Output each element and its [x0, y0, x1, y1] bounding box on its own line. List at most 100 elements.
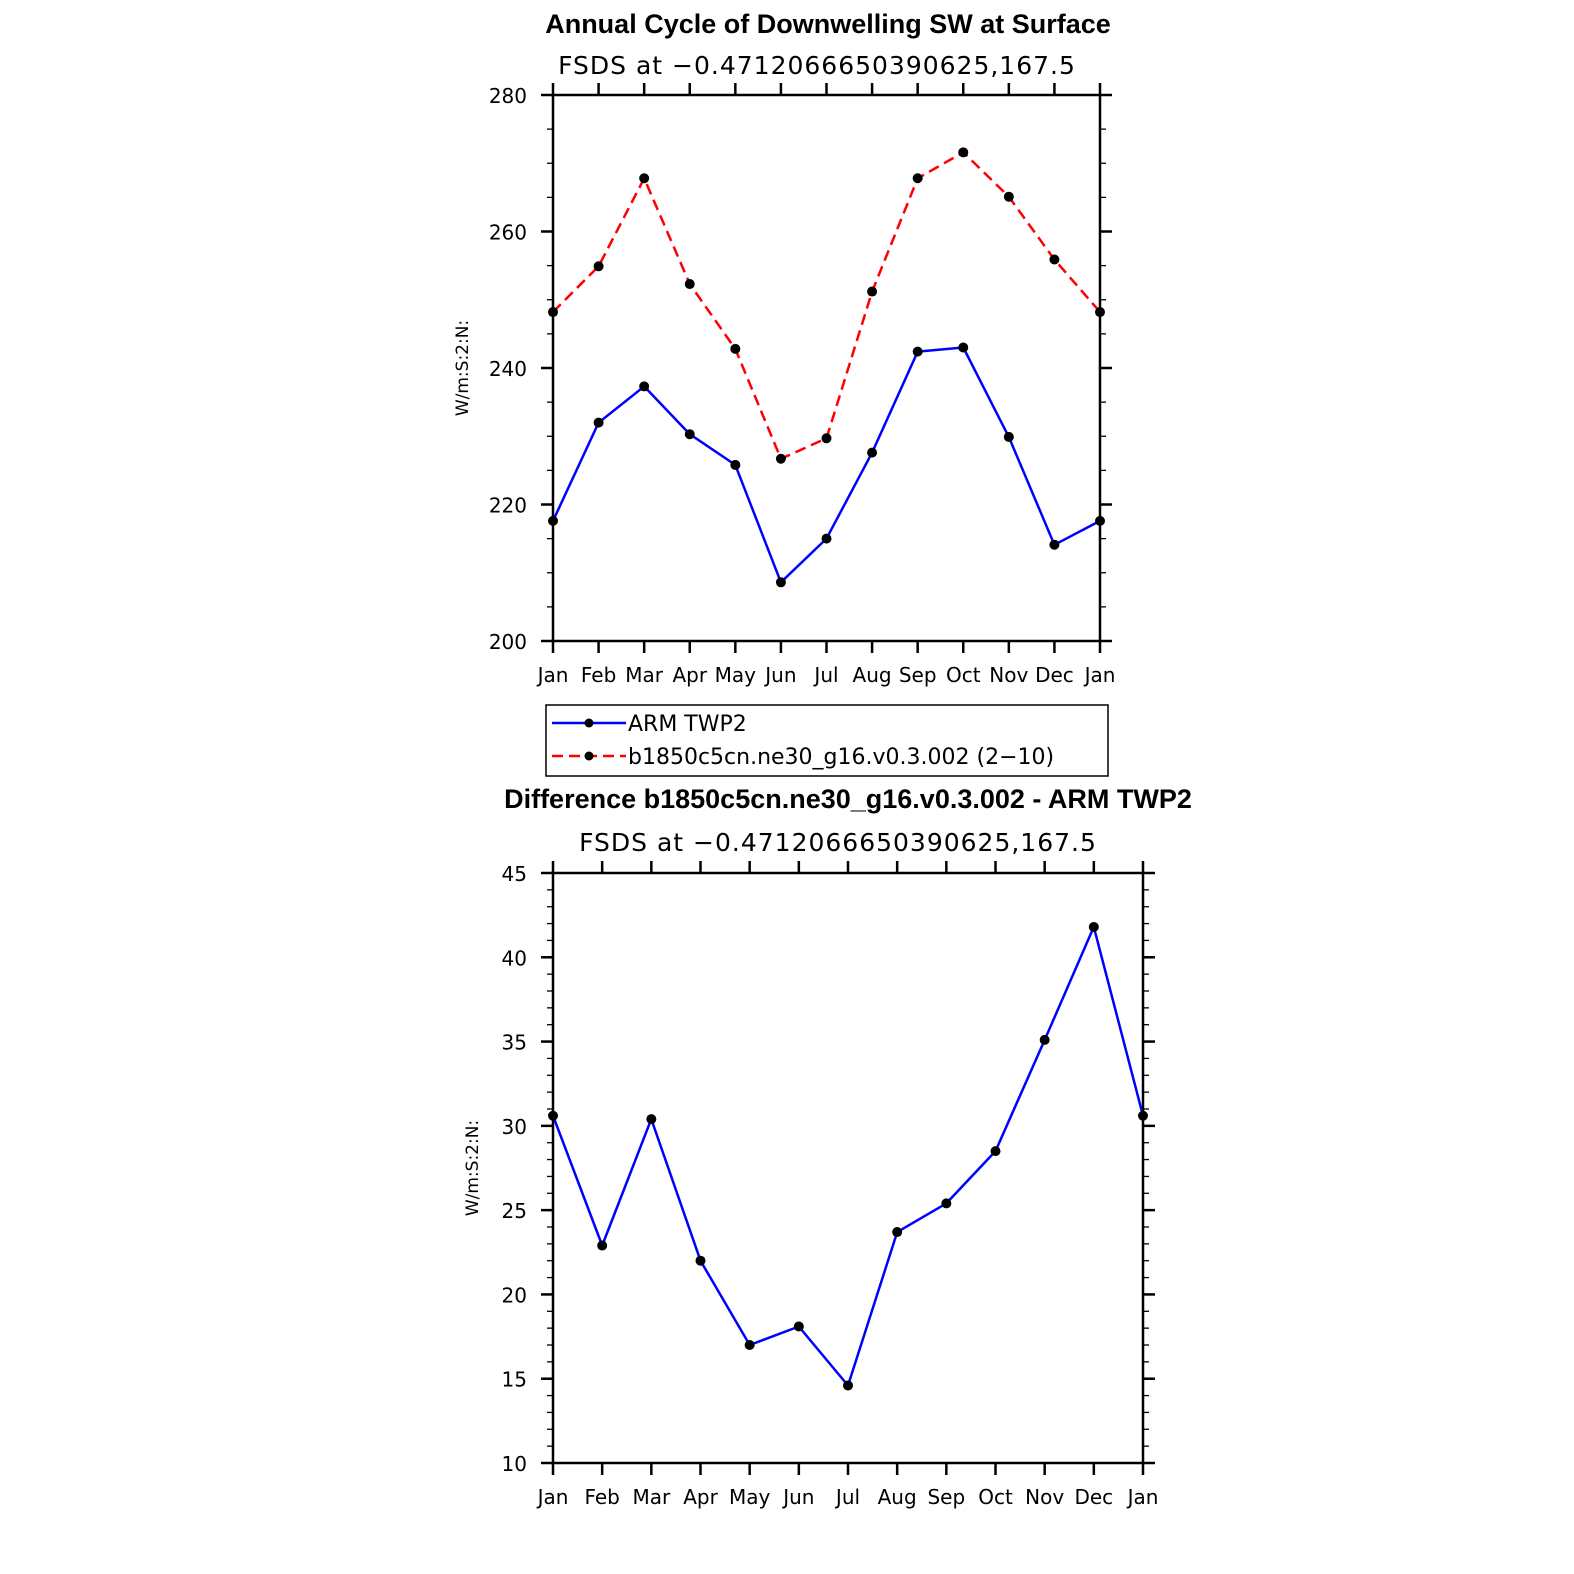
data-point: [892, 1227, 903, 1238]
x-tick-label: Jan: [536, 1485, 569, 1509]
legend-box: [545, 704, 1109, 777]
y-tick-label: 200: [489, 630, 527, 654]
data-point: [1095, 515, 1105, 526]
data-point: [639, 173, 650, 184]
x-tick-label: Jan: [1126, 1485, 1159, 1509]
legend-entry-arm-twp2: ARM TWP2: [552, 712, 747, 737]
data-point: [646, 1114, 657, 1125]
top-chart-title: Annual Cycle of Downwelling SW at Surfac…: [545, 9, 1111, 39]
y-tick-label: 220: [489, 494, 527, 518]
y-tick-label: 45: [502, 862, 527, 886]
data-point: [775, 577, 786, 588]
series-line-0: [551, 346, 1101, 584]
x-tick-label: Nov: [989, 663, 1028, 687]
y-tick-label: 280: [489, 84, 527, 108]
y-tick-label: 35: [502, 1031, 527, 1055]
data-point: [867, 286, 878, 297]
data-point: [730, 343, 741, 354]
data-point: [775, 453, 786, 464]
data-point: [941, 1198, 952, 1209]
y-axis-label: W/m:S:2:N:: [463, 1120, 483, 1216]
x-tick-label: Jun: [763, 663, 796, 687]
bottom-chart-title: Difference b1850c5cn.ne30_g16.v0.3.002 -…: [504, 784, 1192, 814]
data-point: [548, 1110, 558, 1121]
x-tick-label: Feb: [584, 1485, 619, 1509]
y-tick-label: 20: [502, 1283, 527, 1307]
x-tick-label: Feb: [581, 663, 616, 687]
top-chart-subtitle: FSDS at −0.4712066650390625,167.5: [558, 51, 1076, 80]
data-point: [1003, 191, 1014, 202]
data-point: [843, 1380, 853, 1391]
legend-marker-arm-twp2: [584, 718, 594, 728]
plot-frame: [551, 93, 1102, 643]
x-tick-label: Mar: [632, 1485, 671, 1509]
data-point: [684, 279, 695, 290]
plot-frame: [551, 871, 1145, 1465]
data-point: [730, 459, 741, 470]
data-point: [958, 342, 969, 353]
x-tick-label: Jan: [536, 663, 569, 687]
data-point: [958, 147, 969, 158]
x-tick-label: Oct: [978, 1485, 1013, 1509]
data-point: [990, 1146, 1001, 1157]
data-point: [821, 433, 832, 444]
y-tick-label: 260: [489, 221, 527, 245]
series-line-0: [551, 925, 1145, 1387]
data-point: [684, 429, 695, 440]
y-tick-label: 15: [502, 1368, 527, 1392]
x-tick-label: Jan: [1083, 663, 1116, 687]
data-point: [744, 1340, 755, 1350]
x-tick-label: Aug: [878, 1485, 917, 1509]
data-point: [1138, 1110, 1148, 1121]
x-tick-label: Mar: [625, 663, 664, 687]
y-tick-label: 40: [502, 946, 527, 970]
data-point: [1095, 307, 1105, 318]
top-chart: Jan Feb Mar Apr May Jun Jul Aug Sep Oct Nov Dec Jan 2…: [453, 83, 1115, 687]
data-point: [593, 261, 604, 272]
data-point: [695, 1255, 706, 1266]
data-point: [912, 346, 923, 357]
x-tick-label: Jul: [834, 1485, 860, 1509]
x-tick-label: Sep: [899, 663, 937, 687]
bottom-chart: Jan Feb Mar Apr May Jun Jul Aug Sep Oct Nov Dec Jan 1…: [463, 861, 1158, 1509]
x-tick-label: Apr: [672, 663, 707, 687]
x-tick-label: May: [729, 1485, 771, 1509]
y-tick-label: 30: [502, 1115, 527, 1139]
bottom-chart-subtitle: FSDS at −0.4712066650390625,167.5: [579, 828, 1097, 857]
legend-label-arm-twp2: ARM TWP2: [628, 712, 747, 737]
x-tick-label: Sep: [927, 1485, 965, 1509]
data-point: [548, 515, 558, 526]
data-point: [1049, 254, 1060, 265]
x-tick-label: Jul: [812, 663, 838, 687]
y-tick-label: 240: [489, 357, 527, 381]
data-point: [1088, 921, 1099, 932]
data-point: [593, 417, 604, 428]
data-point: [1039, 1034, 1050, 1045]
data-point: [1049, 539, 1060, 550]
legend: ARM TWP2 b1850c5cn.ne30_g16.v0.3.002 (2−…: [545, 704, 1109, 777]
x-tick-label: Dec: [1074, 1485, 1113, 1509]
x-tick-label: May: [715, 663, 757, 687]
data-point: [793, 1321, 804, 1332]
x-tick-label: Dec: [1035, 663, 1074, 687]
data-point: [821, 533, 832, 544]
data-point: [867, 447, 878, 458]
x-tick-label: Nov: [1025, 1485, 1064, 1509]
series-line-1: [552, 151, 1101, 461]
x-tick-label: Apr: [683, 1485, 718, 1509]
data-point: [1003, 431, 1014, 442]
data-point: [639, 381, 650, 392]
data-point: [548, 307, 558, 318]
y-tick-label: 25: [502, 1199, 527, 1223]
legend-label-model: b1850c5cn.ne30_g16.v0.3.002 (2−10): [628, 745, 1054, 770]
data-point: [912, 173, 923, 184]
legend-marker-model: [584, 751, 594, 761]
y-axis-label: W/m:S:2:N:: [453, 320, 473, 416]
legend-entry-model: b1850c5cn.ne30_g16.v0.3.002 (2−10): [552, 745, 1054, 770]
x-tick-label: Jun: [781, 1485, 814, 1509]
data-point: [597, 1240, 608, 1251]
y-tick-label: 10: [502, 1452, 527, 1476]
x-tick-label: Oct: [946, 663, 981, 687]
x-tick-label: Aug: [853, 663, 892, 687]
